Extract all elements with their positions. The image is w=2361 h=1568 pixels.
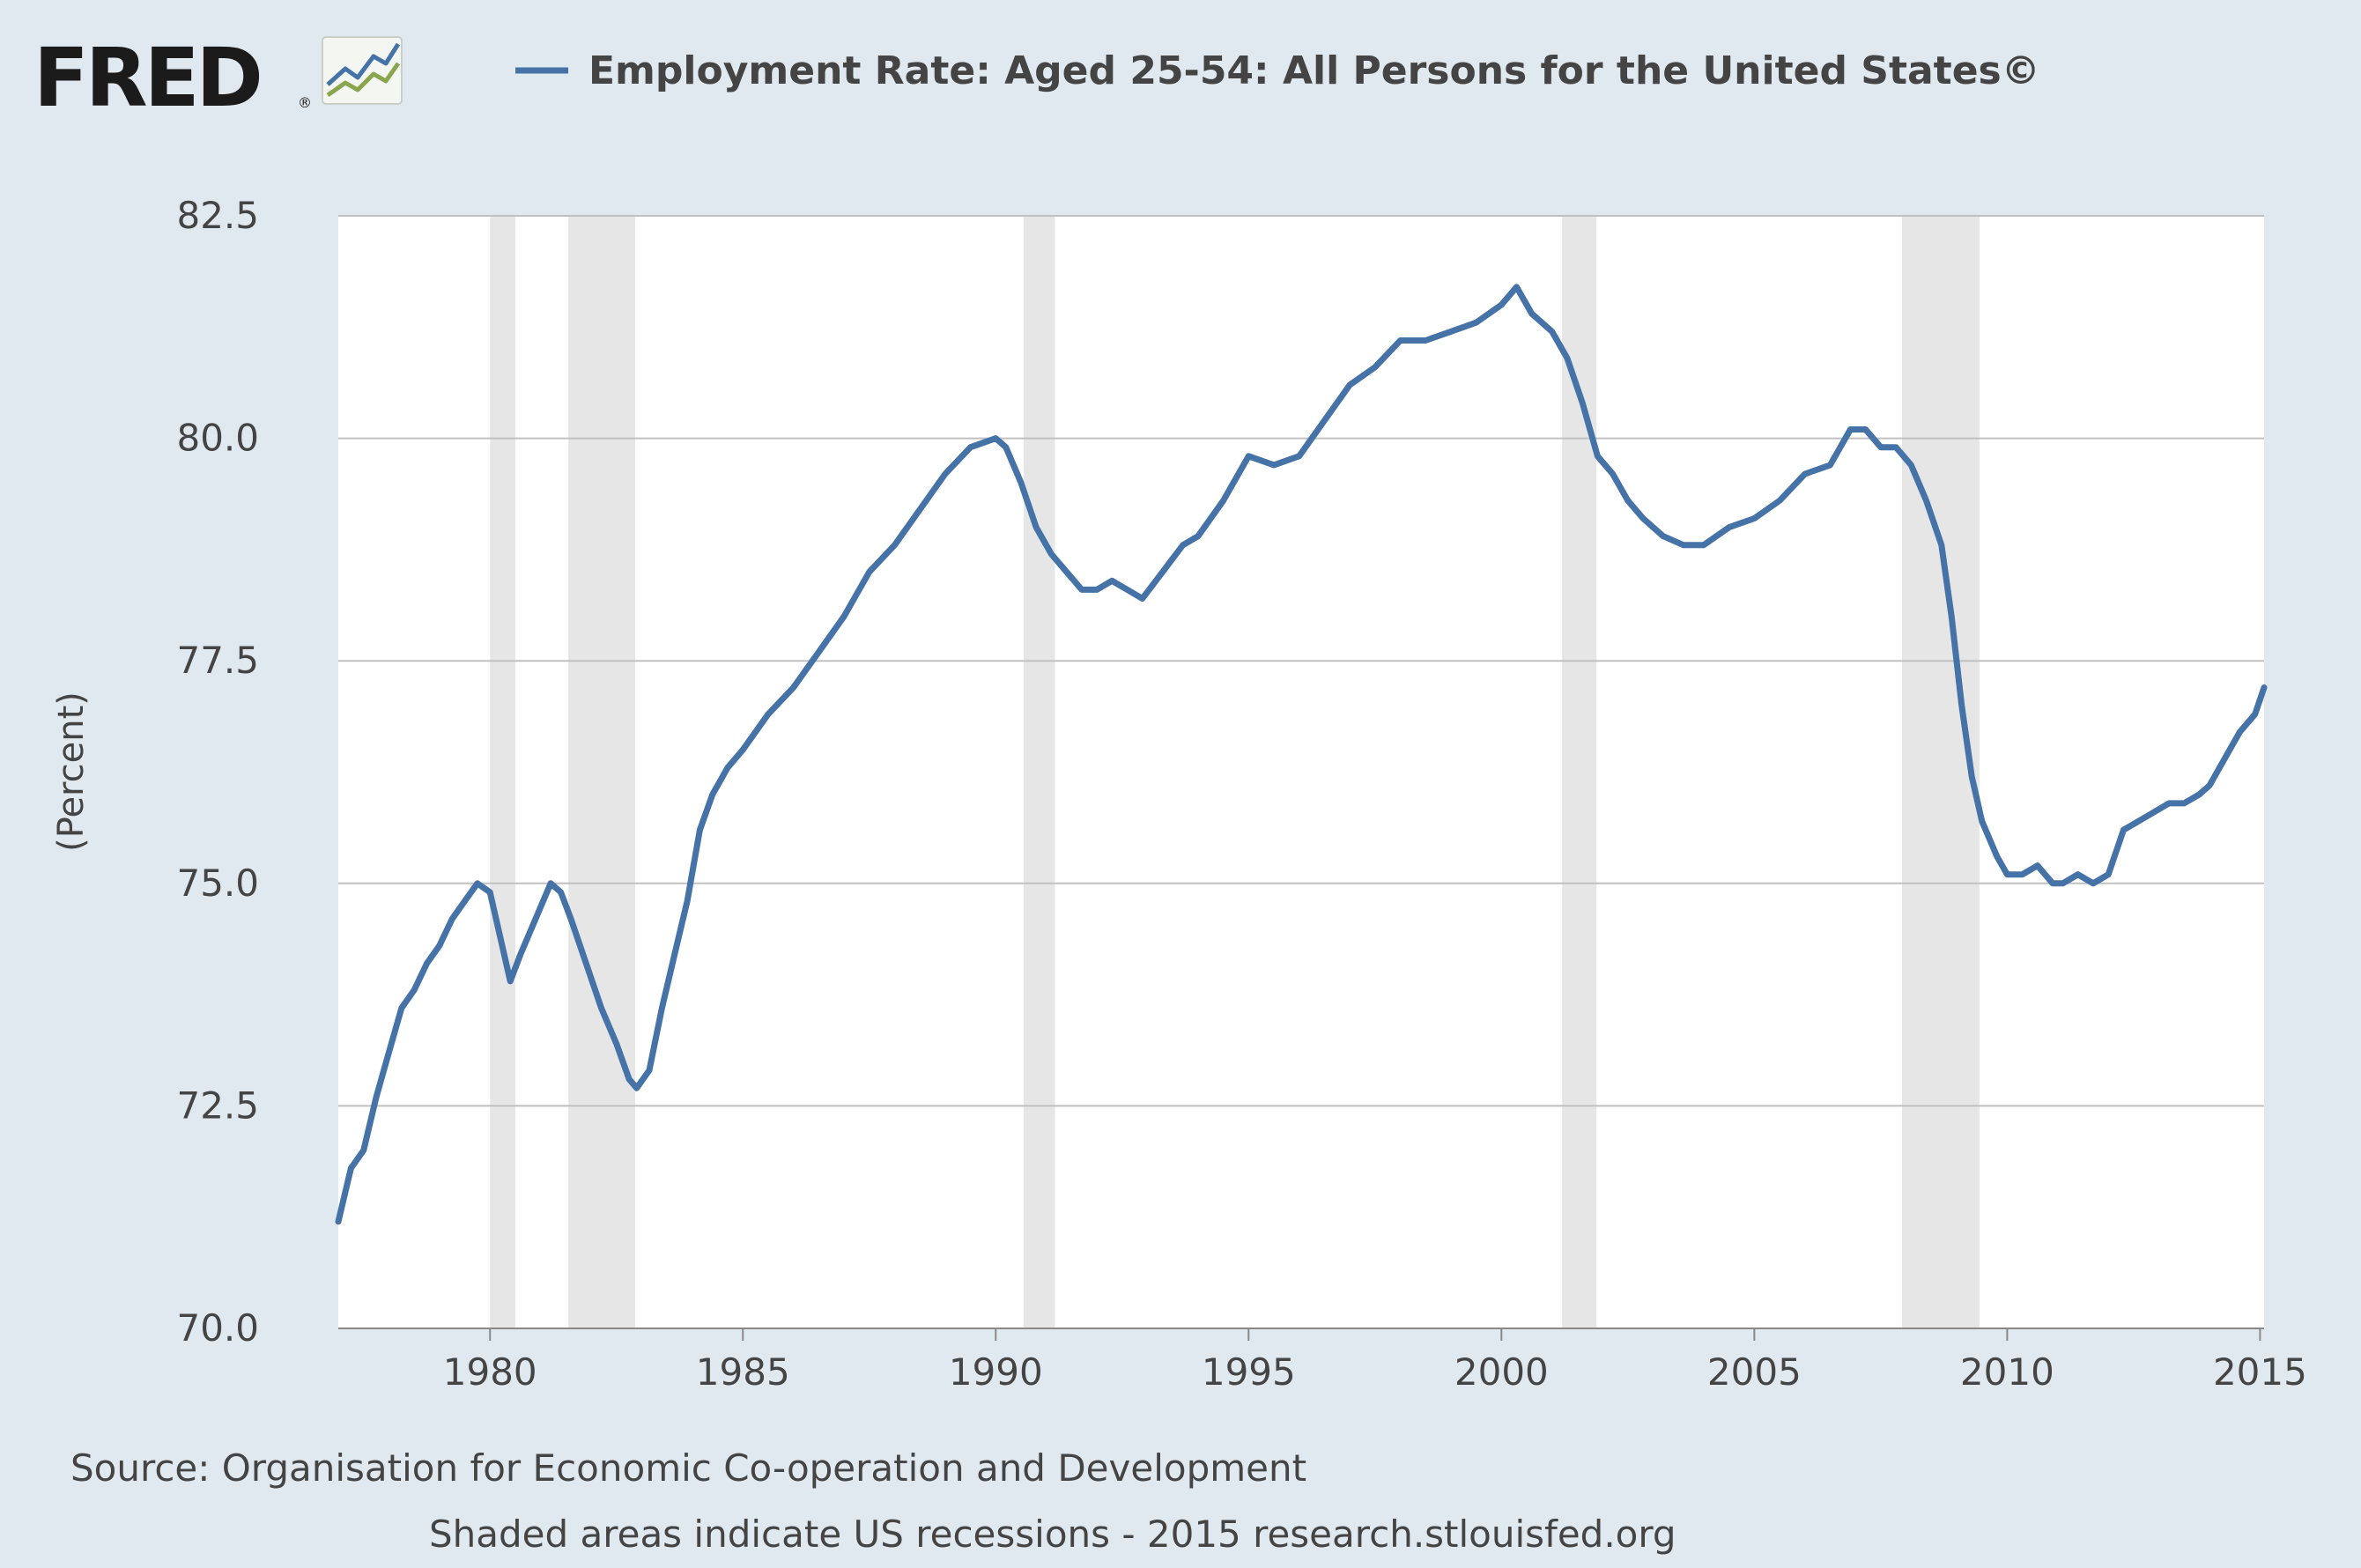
x-axis-ticks: 1980 1985 1990 1995 2000 2005 2010 2015 xyxy=(443,1328,2307,1394)
fred-logo[interactable]: FRED ® xyxy=(33,31,403,125)
x-tick-label: 1980 xyxy=(443,1350,537,1394)
x-tick-label: 1995 xyxy=(1202,1350,1296,1394)
y-axis-label: (Percent) xyxy=(51,692,92,852)
y-tick-label: 82.5 xyxy=(176,194,259,237)
y-tick-label: 80.0 xyxy=(176,417,259,460)
x-tick-label: 2005 xyxy=(1707,1350,1802,1394)
y-tick-label: 75.0 xyxy=(176,862,259,905)
y-tick-label: 70.0 xyxy=(176,1306,259,1350)
source-note: Source: Organisation for Economic Co-ope… xyxy=(70,1446,1306,1490)
registered-mark: ® xyxy=(298,94,312,111)
x-tick-label: 2000 xyxy=(1454,1350,1549,1394)
recession-band-1 xyxy=(568,216,635,1328)
y-axis-ticks: 70.0 72.5 75.0 77.5 80.0 82.5 xyxy=(176,194,259,1350)
x-tick-label: 2015 xyxy=(2213,1350,2307,1394)
chart-legend: Employment Rate: Aged 25-54: All Persons… xyxy=(515,48,2040,93)
fred-logo-text: FRED xyxy=(33,31,260,125)
y-tick-label: 77.5 xyxy=(176,639,259,682)
recession-note: Shaded areas indicate US recessions - 20… xyxy=(429,1513,1676,1556)
recession-band-4 xyxy=(1901,216,1980,1328)
recession-band-0 xyxy=(490,216,515,1328)
y-tick-label: 72.5 xyxy=(176,1084,259,1127)
fred-chart-icon xyxy=(322,36,403,105)
x-tick-label: 1985 xyxy=(696,1350,790,1394)
x-tick-label: 2010 xyxy=(1960,1350,2054,1394)
recession-shading xyxy=(490,216,1980,1328)
recession-band-2 xyxy=(1023,216,1055,1328)
x-tick-label: 1990 xyxy=(949,1350,1043,1394)
chart-title: Employment Rate: Aged 25-54: All Persons… xyxy=(588,48,2040,93)
recession-band-3 xyxy=(1562,216,1597,1328)
series-line-employment-rate xyxy=(335,284,2268,1225)
